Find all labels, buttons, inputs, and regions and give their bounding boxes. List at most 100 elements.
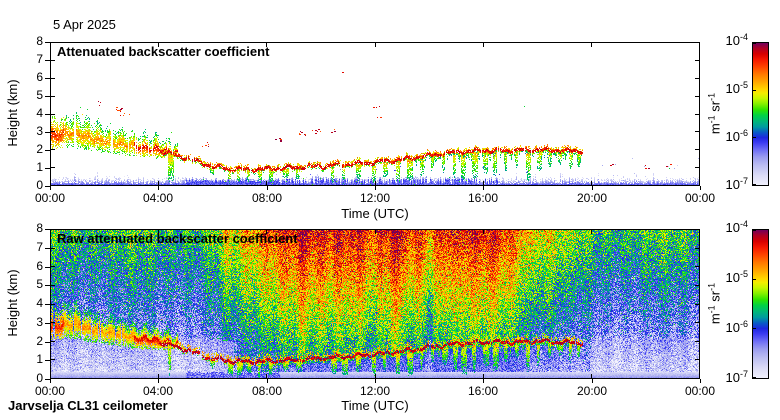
y-tick-mark xyxy=(45,114,50,115)
y-tick-mark xyxy=(45,96,50,97)
unit-exponent: -1 xyxy=(706,305,717,314)
unit-base: m xyxy=(707,123,723,135)
y-tick-label: 8 xyxy=(36,221,43,235)
y-tick-label: 3 xyxy=(36,124,43,138)
y-tick-mark xyxy=(45,248,50,249)
y-tick-mark xyxy=(45,304,50,305)
y-tick-label: 7 xyxy=(36,240,43,254)
x-tick-label: 00:00 xyxy=(684,384,716,398)
y-tick-label: 2 xyxy=(36,142,43,156)
colorbar-tick-label: 10-4 xyxy=(714,32,748,49)
colorbar-tick-base: 10 xyxy=(725,370,740,385)
y-tick-label: 0 xyxy=(36,371,43,385)
x-tick-mark xyxy=(592,186,593,190)
colorbar-tick-label: 10-5 xyxy=(714,269,748,286)
x-tick-mark xyxy=(50,186,51,190)
unit-exponent: -1 xyxy=(706,115,717,124)
colorbar-tick-label: 10-4 xyxy=(714,219,748,236)
colorbar-tick-exponent: -4 xyxy=(739,219,748,229)
colorbar-unit-label: m-1 sr-1 xyxy=(706,69,724,159)
colorbar-gradient-processed xyxy=(752,42,769,186)
date-label: 5 Apr 2025 xyxy=(53,17,116,32)
y-tick-mark xyxy=(45,323,50,324)
unit-base: sr xyxy=(707,290,723,302)
colorbar-tick-exponent: -4 xyxy=(739,32,748,42)
y-tick-label: 6 xyxy=(36,70,43,84)
colorbar-tick-base: 10 xyxy=(725,220,740,235)
colorbar-tick-exponent: -5 xyxy=(739,80,748,90)
x-tick-label: 00:00 xyxy=(34,384,66,398)
x-tick-label: 00:00 xyxy=(34,191,66,205)
colorbar-tick-label: 10-5 xyxy=(714,80,748,97)
x-tick-mark xyxy=(267,186,268,190)
unit-exponent: -1 xyxy=(706,92,717,101)
y-tick-mark xyxy=(45,342,50,343)
x-tick-label: 12:00 xyxy=(359,384,391,398)
colorbar-tick-label: 10-7 xyxy=(714,176,748,193)
x-tick-mark xyxy=(483,379,484,383)
x-tick-label: 08:00 xyxy=(251,191,283,205)
panel-title-processed: Attenuated backscatter coefficient xyxy=(57,44,270,59)
y-tick-mark xyxy=(45,186,50,187)
x-tick-label: 20:00 xyxy=(576,191,608,205)
unit-base: m xyxy=(707,313,723,325)
raw-backscatter-heatmap xyxy=(50,229,700,379)
x-tick-label: 04:00 xyxy=(142,191,174,205)
instrument-label: Jarvselja CL31 ceilometer xyxy=(8,398,168,413)
x-tick-label: 12:00 xyxy=(359,191,391,205)
y-tick-mark xyxy=(45,285,50,286)
colorbar-tick-base: 10 xyxy=(725,129,740,144)
x-tick-mark xyxy=(158,379,159,383)
y-tick-mark xyxy=(45,360,50,361)
x-tick-label: 04:00 xyxy=(142,384,174,398)
y-tick-label: 7 xyxy=(36,52,43,66)
colorbar-gradient-raw xyxy=(752,229,769,379)
unit-exponent: -1 xyxy=(706,282,717,291)
y-tick-mark xyxy=(45,150,50,151)
colorbar-tick-base: 10 xyxy=(725,320,740,335)
y-tick-mark xyxy=(45,168,50,169)
processed-backscatter-heatmap xyxy=(50,42,700,186)
x-tick-mark xyxy=(700,186,701,190)
x-tick-label: 20:00 xyxy=(576,384,608,398)
colorbar-tick-exponent: -6 xyxy=(739,319,748,329)
y-tick-mark xyxy=(45,267,50,268)
x-axis-label-raw: Time (UTC) xyxy=(341,398,409,413)
y-tick-label: 6 xyxy=(36,259,43,273)
colorbar-tick-label: 10-6 xyxy=(714,128,748,145)
y-tick-mark xyxy=(45,42,50,43)
x-tick-label: 08:00 xyxy=(251,384,283,398)
colorbar-tick-exponent: -5 xyxy=(739,269,748,279)
y-tick-label: 2 xyxy=(36,334,43,348)
x-tick-mark xyxy=(592,379,593,383)
y-tick-mark xyxy=(45,132,50,133)
y-tick-mark xyxy=(45,78,50,79)
y-tick-label: 3 xyxy=(36,315,43,329)
x-tick-mark xyxy=(483,186,484,190)
colorbar-tick-exponent: -6 xyxy=(739,128,748,138)
unit-base: sr xyxy=(707,100,723,112)
y-tick-label: 1 xyxy=(36,352,43,366)
y-tick-label: 1 xyxy=(36,160,43,174)
y-tick-label: 5 xyxy=(36,277,43,291)
y-tick-mark xyxy=(45,60,50,61)
x-tick-mark xyxy=(50,379,51,383)
colorbar-tick-base: 10 xyxy=(725,33,740,48)
x-tick-label: 00:00 xyxy=(684,191,716,205)
x-tick-mark xyxy=(700,379,701,383)
colorbar-tick-base: 10 xyxy=(725,81,740,96)
x-tick-label: 16:00 xyxy=(467,384,499,398)
x-tick-mark xyxy=(267,379,268,383)
y-tick-label: 0 xyxy=(36,178,43,192)
x-tick-mark xyxy=(375,379,376,383)
x-axis-label-processed: Time (UTC) xyxy=(341,206,409,221)
y-tick-mark xyxy=(45,379,50,380)
y-tick-label: 5 xyxy=(36,88,43,102)
panel-title-raw: Raw attenuated backscatter coefficient xyxy=(57,231,298,246)
x-tick-mark xyxy=(158,186,159,190)
colorbar-unit-label: m-1 sr-1 xyxy=(706,259,724,349)
x-tick-mark xyxy=(375,186,376,190)
y-tick-label: 8 xyxy=(36,34,43,48)
colorbar-tick-label: 10-6 xyxy=(714,319,748,336)
